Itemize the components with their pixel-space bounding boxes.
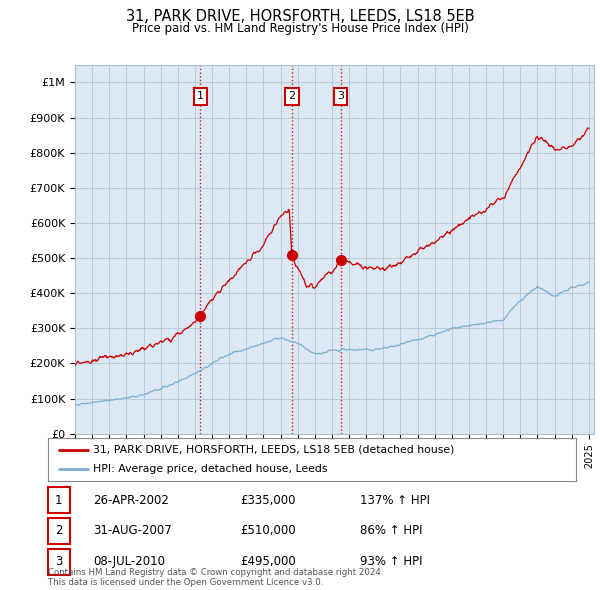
Text: 93% ↑ HPI: 93% ↑ HPI	[360, 555, 422, 568]
Text: 2: 2	[55, 525, 62, 537]
Text: 2: 2	[288, 91, 295, 101]
Text: £510,000: £510,000	[240, 525, 296, 537]
Text: 26-APR-2002: 26-APR-2002	[93, 494, 169, 507]
Text: £335,000: £335,000	[240, 494, 296, 507]
Text: 137% ↑ HPI: 137% ↑ HPI	[360, 494, 430, 507]
Text: 86% ↑ HPI: 86% ↑ HPI	[360, 525, 422, 537]
Text: 3: 3	[55, 555, 62, 568]
Text: 31, PARK DRIVE, HORSFORTH, LEEDS, LS18 5EB: 31, PARK DRIVE, HORSFORTH, LEEDS, LS18 5…	[125, 9, 475, 24]
Text: 31-AUG-2007: 31-AUG-2007	[93, 525, 172, 537]
Text: 1: 1	[197, 91, 204, 101]
Text: 3: 3	[337, 91, 344, 101]
Text: 1: 1	[55, 494, 62, 507]
Text: Contains HM Land Registry data © Crown copyright and database right 2024.
This d: Contains HM Land Registry data © Crown c…	[48, 568, 383, 587]
Text: 31, PARK DRIVE, HORSFORTH, LEEDS, LS18 5EB (detached house): 31, PARK DRIVE, HORSFORTH, LEEDS, LS18 5…	[93, 445, 454, 455]
Text: £495,000: £495,000	[240, 555, 296, 568]
Text: Price paid vs. HM Land Registry's House Price Index (HPI): Price paid vs. HM Land Registry's House …	[131, 22, 469, 35]
Text: 08-JUL-2010: 08-JUL-2010	[93, 555, 165, 568]
Text: HPI: Average price, detached house, Leeds: HPI: Average price, detached house, Leed…	[93, 464, 328, 474]
